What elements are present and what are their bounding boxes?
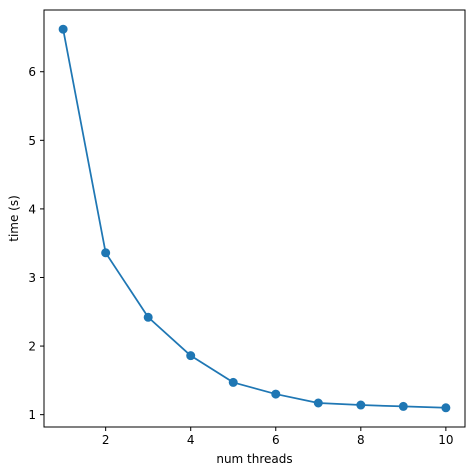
x-tick-label: 8 — [357, 433, 365, 447]
y-tick-label: 5 — [28, 134, 36, 148]
plot-frame — [43, 9, 466, 428]
data-point — [271, 389, 281, 399]
data-point — [398, 401, 408, 411]
data-point — [58, 24, 68, 34]
x-tick-label: 10 — [438, 433, 453, 447]
y-tick-label: 2 — [28, 340, 36, 354]
x-tick-label: 6 — [272, 433, 280, 447]
y-ticks: 1 2 3 4 5 6 — [28, 65, 44, 422]
plot-area — [44, 10, 465, 427]
y-tick-label: 1 — [28, 408, 36, 422]
data-point — [143, 312, 153, 322]
y-tick-label: 6 — [28, 65, 36, 79]
data-point — [228, 377, 238, 387]
data-point — [186, 351, 196, 361]
x-tick-label: 4 — [187, 433, 195, 447]
x-axis-label: num threads — [216, 452, 292, 466]
data-point — [441, 403, 451, 413]
series-group — [58, 24, 451, 413]
y-tick-label: 4 — [28, 202, 36, 216]
series-line — [62, 28, 447, 409]
data-point — [356, 400, 366, 410]
data-point — [313, 398, 323, 408]
y-tick-label: 3 — [28, 271, 36, 285]
x-tick-label: 2 — [102, 433, 110, 447]
y-axis-label: time (s) — [7, 195, 21, 242]
x-ticks: 2 4 6 8 10 — [102, 427, 454, 447]
data-point — [101, 248, 111, 258]
